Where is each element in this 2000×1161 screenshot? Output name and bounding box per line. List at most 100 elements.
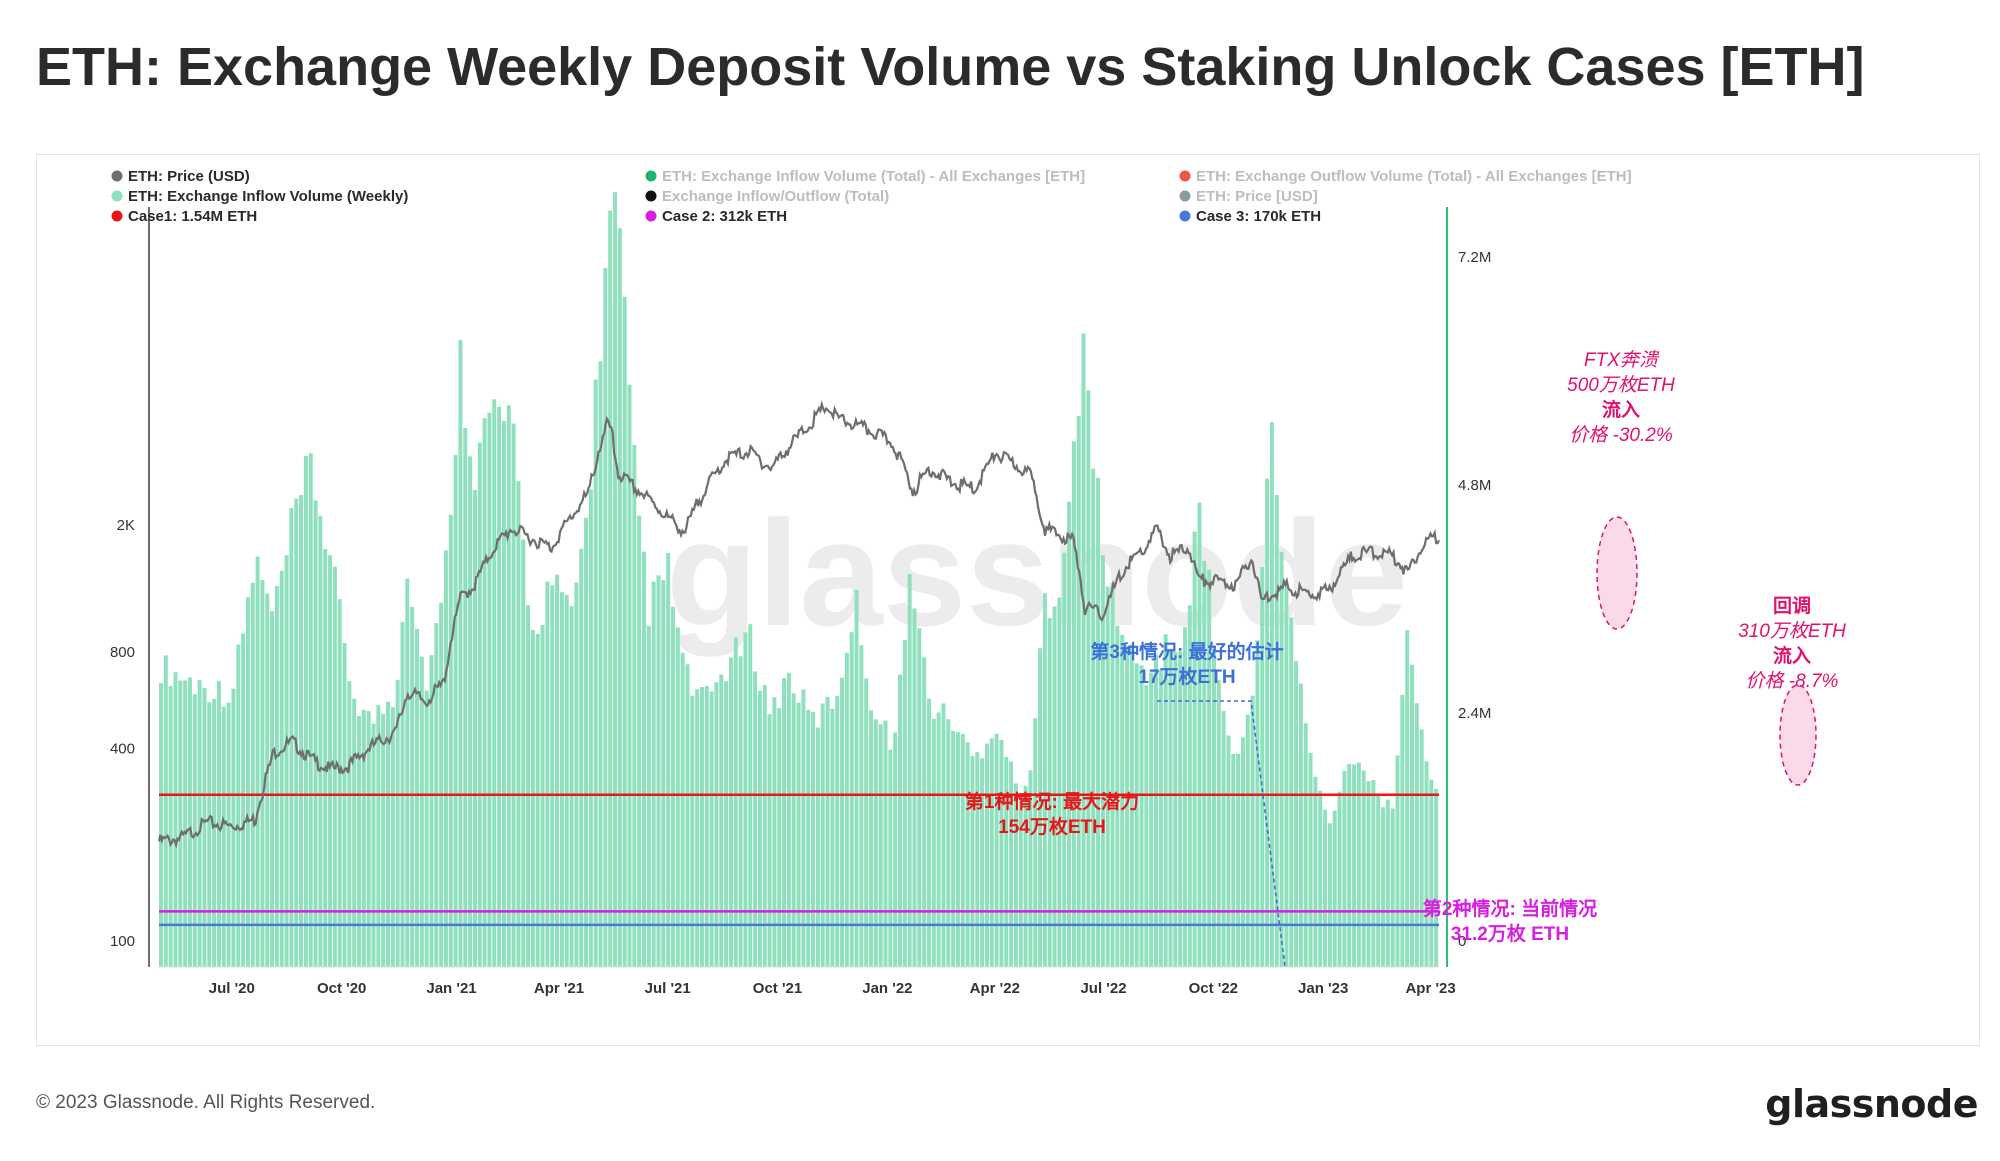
annotation-ftx-line: 500万枚ETH	[1567, 375, 1675, 396]
inflow-bar	[917, 628, 922, 967]
inflow-bar	[796, 702, 801, 967]
case3-pointer	[1157, 700, 1286, 968]
inflow-bar	[492, 399, 497, 967]
inflow-bar	[501, 420, 506, 967]
inflow-bar	[1429, 779, 1434, 967]
inflow-bar	[1110, 583, 1115, 967]
y-left-tick-label: 400	[110, 741, 135, 758]
inflow-bar	[221, 706, 226, 967]
y-right-tick-label: 4.8M	[1458, 477, 1491, 494]
inflow-bar	[313, 500, 318, 967]
legend-entry: Exchange Inflow/Outflow (Total)	[645, 188, 889, 205]
inflow-bar	[236, 644, 241, 967]
inflow-bar	[1269, 422, 1274, 968]
inflow-bar	[1279, 551, 1284, 967]
inflow-bar	[555, 574, 560, 967]
legend-swatch	[111, 210, 123, 222]
inflow-bar	[922, 657, 927, 967]
inflow-bar	[671, 606, 675, 967]
inflow-bar	[352, 698, 357, 967]
inflow-bar	[511, 423, 516, 967]
inflow-bar	[284, 555, 289, 967]
inflow-bar	[1144, 685, 1149, 967]
inflow-bar	[955, 732, 960, 967]
inflow-bar	[637, 515, 642, 967]
inflow-bar	[680, 652, 685, 967]
inflow-bar	[994, 733, 999, 967]
inflow-bar	[328, 555, 333, 967]
inflow-bar	[724, 681, 729, 967]
legend-label: ETH: Price (USD)	[128, 168, 250, 185]
inflow-bar	[279, 570, 284, 967]
inflow-bar	[588, 489, 593, 967]
inflow-bar	[695, 689, 700, 967]
inflow-bar	[811, 711, 816, 967]
inflow-bar	[226, 702, 231, 967]
inflow-bar	[598, 361, 603, 967]
inflow-bar	[1284, 585, 1289, 967]
inflow-bar	[1052, 606, 1057, 967]
inflow-bar	[704, 685, 709, 967]
y-left-tick-label: 100	[110, 933, 135, 950]
y-left-tick-label: 800	[110, 644, 135, 661]
annotation-pullback-line: 价格 -8.7%	[1746, 671, 1839, 692]
legend-label: ETH: Exchange Outflow Volume (Total) - A…	[1196, 168, 1632, 185]
inflow-bar	[274, 586, 279, 967]
inflow-bar	[1298, 683, 1303, 967]
legend-swatch	[1179, 190, 1191, 202]
inflow-bar	[753, 671, 758, 967]
inflow-bar	[632, 444, 637, 968]
inflow-bar	[801, 689, 806, 967]
inflow-bar	[516, 481, 521, 967]
inflow-bar	[622, 296, 627, 967]
inflow-bar	[709, 691, 714, 967]
inflow-bar	[371, 723, 376, 967]
legend-entry: ETH: Exchange Inflow Volume (Total) - Al…	[645, 168, 1085, 185]
inflow-bar	[250, 582, 255, 967]
inflow-bar	[690, 695, 695, 967]
legend-label: Case 2: 312k ETH	[662, 208, 787, 225]
inflow-bar	[1023, 785, 1028, 967]
inflow-bar	[163, 655, 168, 967]
inflow-bar	[366, 711, 371, 967]
legend-label: ETH: Price [USD]	[1196, 188, 1318, 205]
inflow-bar	[1231, 754, 1236, 967]
inflow-bar	[1216, 680, 1221, 967]
inflow-bar	[608, 210, 613, 967]
annotation-case3-line: 第3种情况: 最好的估计	[1090, 640, 1283, 663]
inflow-bar	[1038, 648, 1043, 967]
inflow-bar	[1173, 651, 1178, 967]
inflow-bar	[772, 697, 777, 967]
inflow-bar	[1400, 694, 1405, 967]
legend-swatch	[1179, 210, 1191, 222]
inflow-bar	[415, 628, 419, 967]
y-right-tick-label: 0	[1458, 933, 1466, 950]
inflow-bar	[946, 719, 951, 967]
inflow-bar	[757, 690, 762, 967]
annotation-case1-line: 154万枚ETH	[998, 815, 1106, 838]
inflow-bar	[463, 427, 468, 967]
inflow-bar	[1405, 630, 1410, 967]
inflow-bar	[777, 708, 782, 967]
inflow-bar	[699, 687, 704, 967]
inflow-bar	[564, 594, 569, 967]
inflow-bar	[1129, 644, 1134, 967]
inflow-bar	[1125, 645, 1129, 967]
y-right-tick-label: 2.4M	[1458, 705, 1491, 722]
inflow-bar	[782, 678, 787, 967]
inflow-bar	[1009, 761, 1014, 967]
x-tick-label: Apr '23	[1405, 980, 1455, 997]
inflow-bar	[550, 585, 555, 967]
inflow-bar	[294, 498, 299, 967]
inflow-bar	[613, 192, 617, 967]
inflow-bar	[1134, 663, 1139, 967]
inflow-bar	[1327, 823, 1332, 967]
inflow-bar	[1163, 634, 1168, 967]
inflow-bar	[1149, 672, 1154, 967]
inflow-bar	[1352, 764, 1357, 967]
inflow-bar	[342, 643, 347, 967]
legend-entry: Case1: 1.54M ETH	[111, 208, 257, 225]
inflow-bar	[1236, 753, 1241, 967]
